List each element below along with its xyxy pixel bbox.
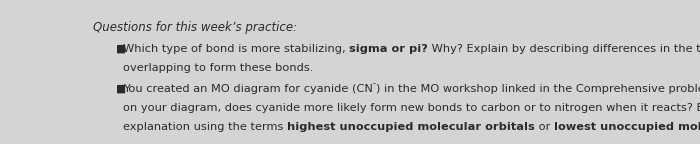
Text: overlapping to form these bonds.: overlapping to form these bonds. [122, 63, 313, 73]
Text: highest unoccupied molecular orbitals: highest unoccupied molecular orbitals [287, 122, 535, 132]
Text: Why? Explain by describing differences in the types of orbitals: Why? Explain by describing differences i… [428, 44, 700, 54]
Text: You created an MO diagram for cyanide (CN: You created an MO diagram for cyanide (C… [122, 84, 372, 94]
Text: ■: ■ [116, 44, 126, 54]
Text: ■: ■ [116, 84, 126, 94]
Text: -: - [372, 79, 376, 88]
Text: ) in the MO workshop linked in the Comprehensive problems. Based: ) in the MO workshop linked in the Compr… [376, 84, 700, 94]
Text: Questions for this week’s practice:: Questions for this week’s practice: [93, 21, 297, 34]
Text: explanation using the terms: explanation using the terms [122, 122, 287, 132]
Text: or: or [535, 122, 554, 132]
Text: lowest unoccupied molecular orbitals: lowest unoccupied molecular orbitals [554, 122, 700, 132]
Text: sigma or pi?: sigma or pi? [349, 44, 428, 54]
Text: Which type of bond is more stabilizing,: Which type of bond is more stabilizing, [122, 44, 349, 54]
Text: on your diagram, does cyanide more likely form new bonds to carbon or to nitroge: on your diagram, does cyanide more likel… [122, 103, 700, 113]
